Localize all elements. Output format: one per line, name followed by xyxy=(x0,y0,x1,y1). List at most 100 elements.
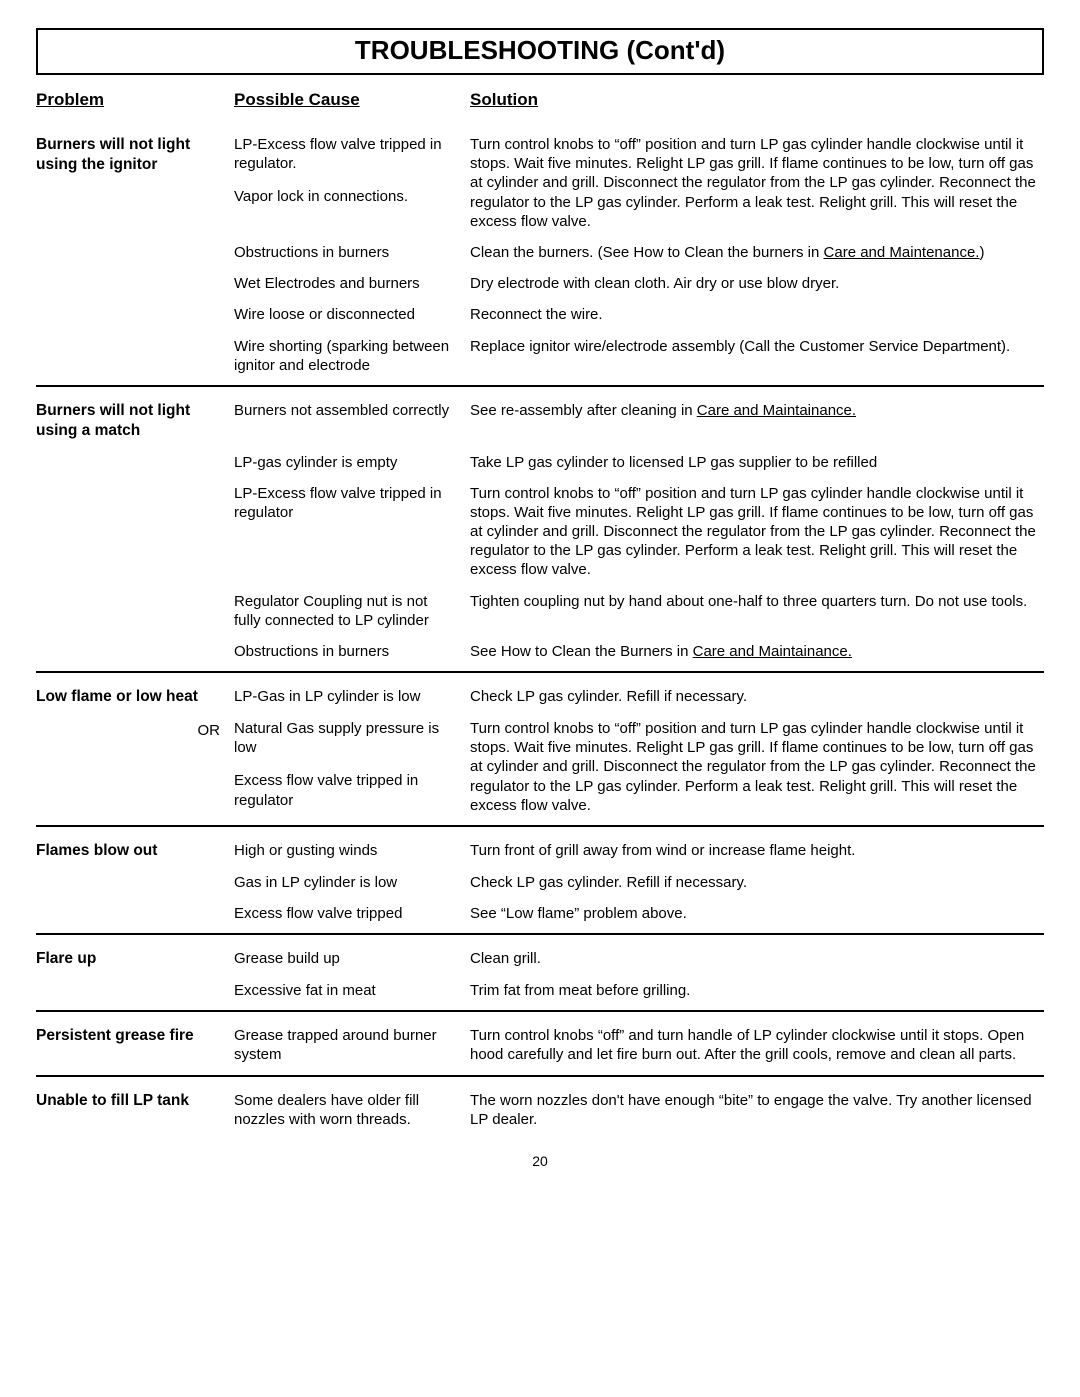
problem-label: Unable to fill LP tank xyxy=(36,1091,226,1111)
problem-cell xyxy=(36,274,234,293)
solution-link-text: Care and Maintenance. xyxy=(824,244,980,261)
cause-text: Excess flow valve tripped xyxy=(234,904,458,923)
solution-cell: Turn front of grill away from wind or in… xyxy=(470,841,1044,861)
solution-link-text: Care and Maintainance. xyxy=(693,643,852,660)
cause-cell: Regulator Coupling nut is not fully conn… xyxy=(234,592,470,630)
solution-cell: Tighten coupling nut by hand about one-h… xyxy=(470,592,1044,630)
problem-cell: OR xyxy=(36,719,234,815)
problem-cell xyxy=(36,592,234,630)
solution-text: See re-assembly after cleaning in xyxy=(470,402,697,419)
cause-cell: Excess flow valve tripped xyxy=(234,904,470,923)
cause-cell: Obstructions in burners xyxy=(234,642,470,661)
problem-cell xyxy=(36,904,234,923)
problem-label: Flare up xyxy=(36,949,226,969)
problem-label: Low flame or low heat xyxy=(36,687,226,707)
problem-cell: Persistent grease fire xyxy=(36,1026,234,1064)
solution-cell: See How to Clean the Burners in Care and… xyxy=(470,642,1044,661)
cause-text: Wire shorting (sparking between ignitor … xyxy=(234,337,458,375)
page-title: TROUBLESHOOTING (Cont'd) xyxy=(38,34,1042,67)
cause-text: Excess flow valve tripped in regulator xyxy=(234,771,458,809)
problem-cell: Unable to fill LP tank xyxy=(36,1091,234,1129)
cause-text: Wet Electrodes and burners xyxy=(234,274,458,293)
table-row: Unable to fill LP tank Some dealers have … xyxy=(36,1087,1044,1131)
table-row: Flare up Grease build up Clean grill. xyxy=(36,945,1044,977)
table-row: Wire shorting (sparking between ignitor … xyxy=(36,333,1044,377)
cause-text: Natural Gas supply pressure is low xyxy=(234,719,458,757)
cause-text: Excessive fat in meat xyxy=(234,981,458,1000)
troubleshooting-table: Burners will not light using the ignitor… xyxy=(36,121,1044,1139)
solution-cell: Dry electrode with clean cloth. Air dry … xyxy=(470,274,1044,293)
cause-text: Grease build up xyxy=(234,949,458,968)
cause-cell: Grease trapped around burner system xyxy=(234,1026,470,1064)
solution-cell: Trim fat from meat before grilling. xyxy=(470,981,1044,1000)
problem-cell xyxy=(36,243,234,262)
cause-text: Obstructions in burners xyxy=(234,642,458,661)
cause-text: Burners not assembled correctly xyxy=(234,401,458,420)
troubleshooting-section: Flames blow outHigh or gusting windsTurn… xyxy=(36,827,1044,935)
problem-label: Persistent grease fire xyxy=(36,1026,226,1046)
cause-text: LP-Excess flow valve tripped in regulato… xyxy=(234,484,458,522)
header-cause: Possible Cause xyxy=(234,89,470,111)
cause-cell: Wire shorting (sparking between ignitor … xyxy=(234,337,470,375)
problem-label: Burners will not light using the ignitor xyxy=(36,135,226,175)
table-row: Excess flow valve tripped See “Low flame”… xyxy=(36,900,1044,925)
cause-text: Vapor lock in connections. xyxy=(234,187,458,206)
cause-text: Obstructions in burners xyxy=(234,243,458,262)
solution-cell: Take LP gas cylinder to licensed LP gas … xyxy=(470,453,1044,472)
cause-cell: High or gusting winds xyxy=(234,841,470,861)
problem-cell xyxy=(36,337,234,375)
table-row: Burners will not light using a matchBurn… xyxy=(36,397,1044,449)
solution-cell: The worn nozzles don't have enough “bite… xyxy=(470,1091,1044,1129)
table-row: Wire loose or disconnectedReconnect the … xyxy=(36,301,1044,332)
cause-text: Wire loose or disconnected xyxy=(234,305,458,324)
cause-text: LP-gas cylinder is empty xyxy=(234,453,458,472)
solution-cell: See re-assembly after cleaning in Care a… xyxy=(470,401,1044,441)
solution-cell: Check LP gas cylinder. Refill if necessa… xyxy=(470,687,1044,707)
cause-cell: Wet Electrodes and burners xyxy=(234,274,470,293)
cause-cell: Obstructions in burners xyxy=(234,243,470,262)
cause-cell: Excessive fat in meat xyxy=(234,981,470,1000)
or-label: OR xyxy=(36,719,226,740)
header-solution: Solution xyxy=(470,89,1044,111)
cause-text: Gas in LP cylinder is low xyxy=(234,873,458,892)
solution-cell: Replace ignitor wire/electrode assembly … xyxy=(470,337,1044,375)
header-problem: Problem xyxy=(36,89,234,111)
problem-cell xyxy=(36,484,234,580)
table-row: OR Natural Gas supply pressure is low Exce… xyxy=(36,715,1044,817)
table-row: Obstructions in burnersClean the burners… xyxy=(36,239,1044,270)
solution-cell: Clean grill. xyxy=(470,949,1044,969)
troubleshooting-section: Low flame or low heat LP-Gas in LP cylind… xyxy=(36,673,1044,827)
problem-cell: Flare up xyxy=(36,949,234,969)
cause-text: Grease trapped around burner system xyxy=(234,1026,458,1064)
cause-cell: Some dealers have older fill nozzles wit… xyxy=(234,1091,470,1129)
solution-cell: Turn control knobs to “off” position and… xyxy=(470,719,1044,815)
table-row: Gas in LP cylinder is low Check LP gas cy… xyxy=(36,869,1044,900)
cause-cell: LP-Excess flow valve tripped in regulato… xyxy=(234,484,470,580)
solution-cell: See “Low flame” problem above. xyxy=(470,904,1044,923)
table-row: Low flame or low heat LP-Gas in LP cylind… xyxy=(36,683,1044,715)
cause-cell: Wire loose or disconnected xyxy=(234,305,470,324)
table-row: Excessive fat in meat Trim fat from meat … xyxy=(36,977,1044,1002)
cause-cell: LP-Gas in LP cylinder is low xyxy=(234,687,470,707)
solution-cell: Check LP gas cylinder. Refill if necessa… xyxy=(470,873,1044,892)
solution-text: ) xyxy=(979,244,984,261)
column-headers: Problem Possible Cause Solution xyxy=(36,89,1044,111)
problem-cell: Burners will not light using the ignitor xyxy=(36,135,234,231)
table-row: Persistent grease fire Grease trapped aro… xyxy=(36,1022,1044,1066)
troubleshooting-section: Burners will not light using a matchBurn… xyxy=(36,387,1044,673)
page-number: 20 xyxy=(36,1153,1044,1171)
table-row: Regulator Coupling nut is not fully conn… xyxy=(36,588,1044,638)
cause-cell: LP-Excess flow valve tripped in regulato… xyxy=(234,135,470,231)
solution-link-text: Care and Maintainance. xyxy=(697,402,856,419)
troubleshooting-section: Unable to fill LP tank Some dealers have … xyxy=(36,1077,1044,1139)
cause-text: LP-Excess flow valve tripped in regulato… xyxy=(234,135,458,173)
cause-cell: Burners not assembled correctly xyxy=(234,401,470,441)
cause-cell: Gas in LP cylinder is low xyxy=(234,873,470,892)
problem-cell xyxy=(36,453,234,472)
table-row: Burners will not light using the ignitor… xyxy=(36,131,1044,239)
solution-cell: Turn control knobs “off” and turn handle… xyxy=(470,1026,1044,1064)
solution-cell: Turn control knobs to “off” position and… xyxy=(470,484,1044,580)
problem-cell: Low flame or low heat xyxy=(36,687,234,707)
cause-text: LP-Gas in LP cylinder is low xyxy=(234,687,458,706)
table-row: Flames blow outHigh or gusting windsTurn… xyxy=(36,837,1044,869)
